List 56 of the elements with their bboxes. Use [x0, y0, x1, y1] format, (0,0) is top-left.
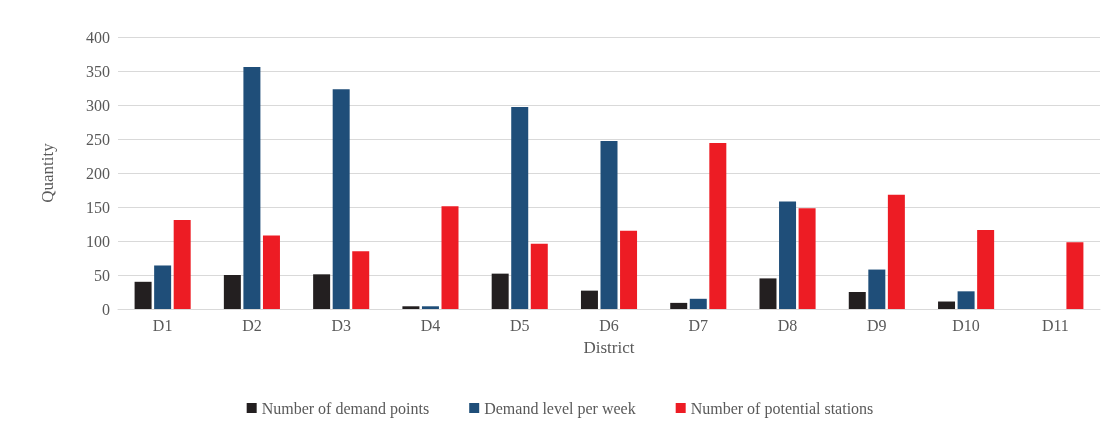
bar [887, 194, 905, 309]
bar [402, 306, 420, 309]
x-tick-label: D11 [1041, 316, 1069, 334]
x-tick-label: D1 [152, 316, 173, 334]
bar [689, 298, 707, 309]
y-tick-label: 300 [86, 96, 110, 114]
bar [511, 107, 529, 309]
x-tick-label: D4 [420, 316, 441, 334]
bar [421, 306, 439, 309]
bar [957, 291, 975, 309]
bar [134, 281, 152, 309]
bar [670, 302, 688, 309]
bar [530, 243, 548, 309]
x-tick-label: D8 [777, 316, 798, 334]
bar [779, 201, 797, 309]
y-tick-label: 0 [102, 300, 110, 318]
bar [154, 265, 172, 309]
bar [243, 66, 261, 309]
legend-label: Number of demand points [261, 399, 430, 418]
bar [262, 235, 280, 309]
bar [759, 278, 777, 309]
bar [441, 206, 459, 309]
bar [332, 89, 350, 309]
bar [848, 292, 866, 309]
y-tick-label: 250 [86, 130, 110, 148]
x-tick-label: D10 [952, 316, 980, 334]
legend-label: Demand level per week [484, 399, 636, 418]
bar [620, 230, 638, 309]
y-tick-label: 100 [86, 232, 110, 250]
bar [868, 269, 886, 309]
bar [313, 274, 331, 309]
x-tick-label: D2 [242, 316, 262, 334]
bar [600, 141, 618, 309]
y-tick-label: 400 [86, 28, 110, 46]
y-tick-label: 150 [86, 198, 110, 216]
bar [709, 143, 727, 309]
bar [491, 273, 509, 309]
y-tick-label: 200 [86, 164, 110, 182]
bar [223, 275, 241, 309]
bar [173, 219, 191, 309]
x-tick-label: D9 [867, 316, 887, 334]
bar [352, 251, 370, 309]
bar [1066, 242, 1084, 309]
legend-label: Number of potential stations [690, 399, 874, 418]
x-axis-title: District [583, 338, 635, 357]
x-tick-label: D3 [331, 316, 351, 334]
x-tick-label: D7 [688, 316, 709, 334]
bar [977, 230, 995, 309]
y-axis-title: Quantity [38, 142, 57, 203]
y-tick-label: 350 [86, 62, 110, 80]
x-tick-label: D6 [599, 316, 619, 334]
bar [580, 290, 598, 309]
bar [938, 301, 956, 309]
y-tick-label: 50 [94, 266, 110, 284]
bar [798, 208, 816, 309]
x-tick-label: D5 [509, 316, 530, 334]
